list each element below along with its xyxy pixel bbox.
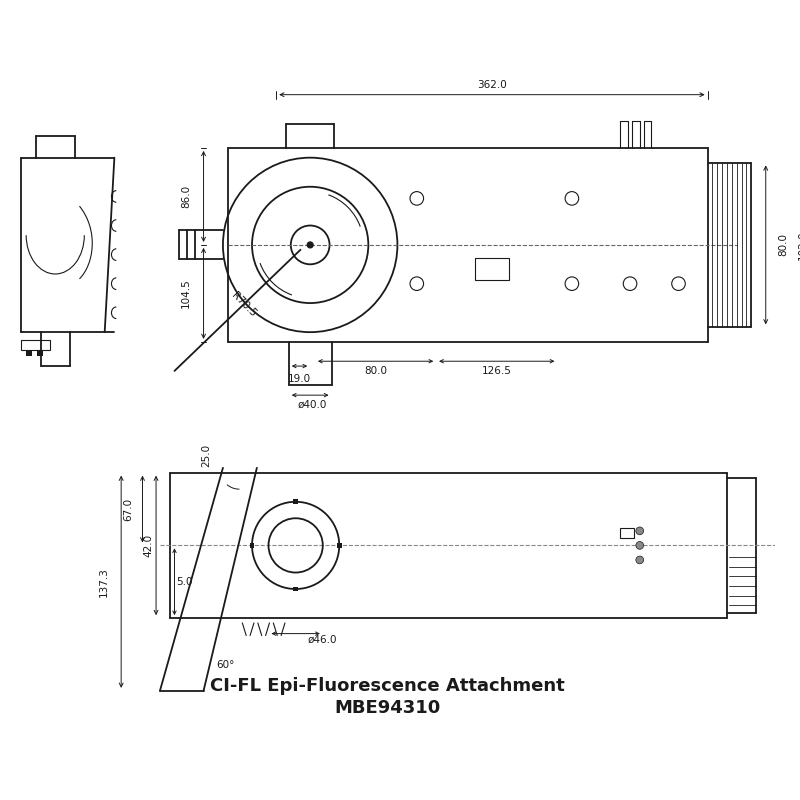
Circle shape [636,542,644,550]
Text: ø46.0: ø46.0 [308,634,338,645]
Text: MBE94310: MBE94310 [334,699,441,718]
Bar [620,528,634,538]
Bar [26,350,32,356]
Bar [337,543,342,548]
Bar [37,350,42,356]
Text: 362.0: 362.0 [477,80,506,90]
Bar [294,499,298,504]
Text: R70.5: R70.5 [230,290,258,319]
Text: CI-FL Epi-Fluorescence Attachment: CI-FL Epi-Fluorescence Attachment [210,677,565,695]
Text: 86.0: 86.0 [181,185,191,208]
Text: 102.0: 102.0 [798,230,800,260]
Text: ø40.0: ø40.0 [298,400,327,410]
Bar [294,586,298,591]
Text: 19.0: 19.0 [288,374,311,384]
Text: 25.0: 25.0 [202,444,211,467]
Bar [22,340,50,350]
Bar [475,258,509,280]
Text: 67.0: 67.0 [123,498,133,521]
Circle shape [636,556,644,564]
Text: 80.0: 80.0 [778,234,788,257]
Text: 42.0: 42.0 [143,534,154,557]
Text: 126.5: 126.5 [482,366,512,376]
Circle shape [636,527,644,534]
Text: 5.0: 5.0 [176,577,193,586]
Text: 80.0: 80.0 [364,366,387,376]
Bar [250,543,254,548]
Circle shape [307,242,313,248]
Text: 104.5: 104.5 [181,278,191,308]
Text: 137.3: 137.3 [98,567,109,597]
Text: 60°: 60° [217,660,235,670]
